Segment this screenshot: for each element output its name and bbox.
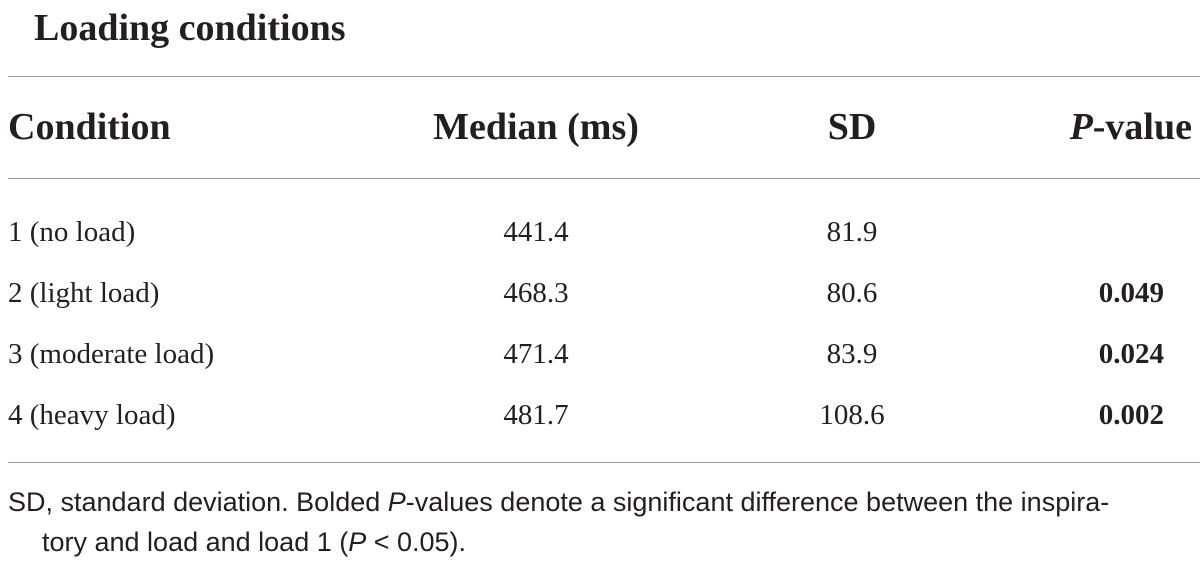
table-row-4-median: 481.7: [503, 399, 569, 431]
table-row-4-condition: 4 (heavy load): [8, 399, 176, 431]
footnote-text-1: SD, standard deviation. Bolded: [8, 487, 388, 517]
header-p-value: P-value: [1070, 102, 1192, 152]
table-row-4-p: 0.002: [1098, 399, 1164, 431]
table-row-3-sd: 83.9: [826, 338, 878, 370]
table-row-3-condition: 3 (moderate load): [8, 338, 215, 370]
header-p-suffix: -value: [1092, 106, 1192, 148]
table-footnote: SD, standard deviation. Bolded P-values …: [8, 482, 1188, 562]
table-row-2-median: 468.3: [503, 277, 569, 309]
header-p-letter: P: [1069, 106, 1093, 148]
bottom-rule: [8, 462, 1200, 463]
top-rule: [8, 76, 1200, 77]
footnote-text-3: tory and load and load 1 (: [42, 527, 349, 557]
table-row-3-p: 0.024: [1098, 338, 1164, 370]
footnote-text-2: -values denote a significant difference …: [405, 487, 1110, 517]
header-sd: SD: [827, 106, 877, 148]
footnote-p-letter: P: [387, 487, 406, 517]
table-row-4-sd: 108.6: [819, 399, 885, 431]
footnote-text-4: < 0.05).: [366, 527, 467, 557]
table-row-1-median: 441.4: [503, 216, 569, 248]
table-row-2-condition: 2 (light load): [8, 277, 160, 309]
header-median: Median (ms): [433, 106, 639, 148]
table-row-3-median: 471.4: [503, 338, 569, 370]
header-rule: [8, 178, 1200, 179]
table-row-1-condition: 1 (no load): [8, 216, 136, 248]
table-row-2-sd: 80.6: [826, 277, 878, 309]
table-row-2-p: 0.049: [1098, 277, 1164, 309]
footnote-line-2: tory and load and load 1 (P < 0.05).: [8, 522, 1188, 562]
footnote-p-letter-2: P: [348, 527, 367, 557]
table-title: Loading conditions: [34, 7, 346, 49]
table-row-1-sd: 81.9: [826, 216, 878, 248]
header-condition: Condition: [8, 106, 171, 148]
